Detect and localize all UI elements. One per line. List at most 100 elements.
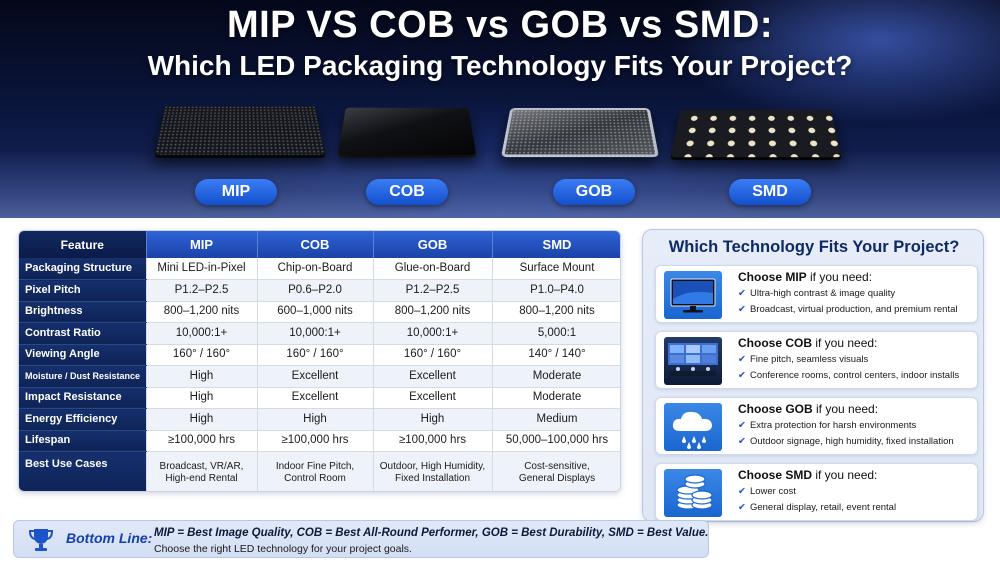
- check-icon: ✔: [738, 304, 746, 315]
- cob-module-image: [338, 108, 477, 155]
- bottom-line-summary: MIP = Best Image Quality, COB = Best All…: [154, 527, 708, 539]
- panel-title: Which Technology Fits Your Project?: [643, 238, 985, 257]
- bullet-item: ✔ Ultra-high contrast & image quality: [738, 288, 895, 299]
- choice-heading: Choose COB if you need:: [738, 336, 877, 350]
- feature-cell: Pixel Pitch: [19, 280, 146, 302]
- bottom-line-label: Bottom Line:: [66, 530, 152, 546]
- bullet-item: ✔ General display, retail, event rental: [738, 502, 896, 513]
- value-cell: 140° / 140°: [492, 344, 621, 366]
- smd-module-image: [671, 110, 841, 157]
- check-icon: ✔: [738, 420, 746, 431]
- table-header-row: Feature MIP COB GOB SMD: [19, 231, 621, 258]
- value-cell: 10,000:1+: [373, 323, 492, 345]
- value-cell: Cost-sensitive, General Displays: [492, 452, 621, 493]
- value-cell: 600–1,000 nits: [257, 301, 373, 323]
- feature-cell: Packaging Structure: [19, 258, 146, 280]
- hero-floor: [0, 150, 1000, 218]
- value-cell: Chip-on-Board: [257, 258, 373, 280]
- value-cell: High: [146, 387, 257, 409]
- check-icon: ✔: [738, 436, 746, 447]
- label-cob: COB: [366, 179, 448, 205]
- value-cell: 160° / 160°: [373, 344, 492, 366]
- table-row: Pixel Pitch P1.2–P2.5 P0.6–P2.0 P1.2–P2.…: [19, 280, 621, 302]
- value-cell: Glue-on-Board: [373, 258, 492, 280]
- bullet-item: ✔ Broadcast, virtual production, and prem…: [738, 304, 958, 315]
- value-cell: High: [373, 409, 492, 431]
- bullet-item: ✔ Conference rooms, control centers, indo…: [738, 370, 959, 381]
- value-cell: Surface Mount: [492, 258, 621, 280]
- bullet-item: ✔ Fine pitch, seamless visuals: [738, 354, 868, 365]
- value-cell: Moderate: [492, 387, 621, 409]
- choice-cob-card: Choose COB if you need: ✔ Fine pitch, sea…: [655, 331, 978, 389]
- bottom-line-note: Choose the right LED technology for your…: [154, 543, 412, 555]
- use-case-line: Indoor Fine Pitch,: [258, 461, 373, 473]
- table-row: Moisture / Dust Resistance High Excellen…: [19, 366, 621, 388]
- value-cell: P1.0–P4.0: [492, 280, 621, 302]
- use-case-line: Control Room: [258, 473, 373, 485]
- choice-heading: Choose GOB if you need:: [738, 402, 878, 416]
- value-cell: P1.2–P2.5: [373, 280, 492, 302]
- control-room-icon: [664, 337, 722, 385]
- feature-cell: Moisture / Dust Resistance: [19, 366, 146, 388]
- table-row: Packaging Structure Mini LED-in-Pixel Ch…: [19, 258, 621, 280]
- header-mip: MIP: [146, 231, 257, 258]
- table-row: Brightness 800–1,200 nits 600–1,000 nits…: [19, 301, 621, 323]
- value-cell: ≥100,000 hrs: [146, 430, 257, 452]
- rain-cloud-icon: [664, 403, 722, 451]
- value-cell: Excellent: [257, 387, 373, 409]
- header-cob: COB: [257, 231, 373, 258]
- value-cell: 160° / 160°: [257, 344, 373, 366]
- use-case-line: Fixed Installation: [374, 473, 492, 485]
- table-row: Contrast Ratio 10,000:1+ 10,000:1+ 10,00…: [19, 323, 621, 345]
- trophy-icon: [26, 525, 56, 555]
- value-cell: High: [257, 409, 373, 431]
- value-cell: Excellent: [257, 366, 373, 388]
- value-cell: 5,000:1: [492, 323, 621, 345]
- value-cell: High: [146, 366, 257, 388]
- monitor-icon: [664, 271, 722, 319]
- label-smd: SMD: [729, 179, 811, 205]
- check-icon: ✔: [738, 486, 746, 497]
- table-row: Viewing Angle 160° / 160° 160° / 160° 16…: [19, 344, 621, 366]
- hero-subtitle: Which LED Packaging Technology Fits Your…: [0, 50, 1000, 82]
- coins-icon: [664, 469, 722, 517]
- choice-smd-card: Choose SMD if you need: ✔ Lower cost ✔ Gen…: [655, 463, 978, 521]
- bullet-item: ✔ Outdoor signage, high humidity, fixed i…: [738, 436, 954, 447]
- value-cell: Medium: [492, 409, 621, 431]
- bullet-item: ✔ Extra protection for harsh environments: [738, 420, 916, 431]
- check-icon: ✔: [738, 354, 746, 365]
- table-row: Energy Efficiency High High High Medium: [19, 409, 621, 431]
- recommendation-panel: Which Technology Fits Your Project? Choo…: [642, 229, 984, 522]
- feature-cell: Best Use Cases: [19, 452, 146, 493]
- value-cell: 800–1,200 nits: [373, 301, 492, 323]
- feature-cell: Lifespan: [19, 430, 146, 452]
- table-row: Lifespan ≥100,000 hrs ≥100,000 hrs ≥100,…: [19, 430, 621, 452]
- value-cell: P1.2–P2.5: [146, 280, 257, 302]
- check-icon: ✔: [738, 370, 746, 381]
- value-cell: Indoor Fine Pitch, Control Room: [257, 452, 373, 493]
- header-gob: GOB: [373, 231, 492, 258]
- value-cell: Broadcast, VR/AR, High-end Rental: [146, 452, 257, 493]
- check-icon: ✔: [738, 288, 746, 299]
- value-cell: Moderate: [492, 366, 621, 388]
- bottom-line-banner: Bottom Line: MIP = Best Image Quality, C…: [13, 520, 709, 558]
- choice-heading: Choose SMD if you need:: [738, 468, 877, 482]
- value-cell: 800–1,200 nits: [492, 301, 621, 323]
- value-cell: ≥100,000 hrs: [257, 430, 373, 452]
- check-icon: ✔: [738, 502, 746, 513]
- value-cell: 10,000:1+: [257, 323, 373, 345]
- feature-cell: Viewing Angle: [19, 344, 146, 366]
- feature-cell: Contrast Ratio: [19, 323, 146, 345]
- mip-module-image: [155, 106, 326, 155]
- label-mip: MIP: [195, 179, 277, 205]
- use-case-line: Broadcast, VR/AR,: [147, 461, 257, 473]
- bullet-item: ✔ Lower cost: [738, 486, 796, 497]
- table-row: Impact Resistance High Excellent Excelle…: [19, 387, 621, 409]
- choice-mip-card: Choose MIP if you need: ✔ Ultra-high cont…: [655, 265, 978, 323]
- use-case-line: Cost-sensitive,: [493, 461, 622, 473]
- choice-gob-card: Choose GOB if you need: ✔ Extra protectio…: [655, 397, 978, 455]
- value-cell: 160° / 160°: [146, 344, 257, 366]
- value-cell: Outdoor, High Humidity, Fixed Installatio…: [373, 452, 492, 493]
- choice-heading: Choose MIP if you need:: [738, 270, 872, 284]
- value-cell: P0.6–P2.0: [257, 280, 373, 302]
